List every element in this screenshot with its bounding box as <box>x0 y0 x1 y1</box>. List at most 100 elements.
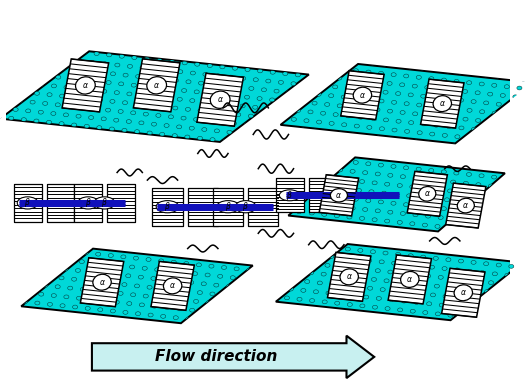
Circle shape <box>279 277 285 281</box>
Circle shape <box>460 154 465 157</box>
Circle shape <box>267 142 272 146</box>
Circle shape <box>389 298 394 302</box>
Circle shape <box>109 127 114 131</box>
Circle shape <box>360 304 365 308</box>
Circle shape <box>307 82 313 86</box>
Circle shape <box>409 148 414 152</box>
Circle shape <box>295 109 301 113</box>
Circle shape <box>399 55 404 59</box>
Circle shape <box>245 68 250 72</box>
Circle shape <box>356 313 361 317</box>
Circle shape <box>376 296 382 300</box>
Circle shape <box>304 56 309 59</box>
Polygon shape <box>213 188 243 226</box>
Polygon shape <box>1 51 309 142</box>
Circle shape <box>396 119 401 123</box>
Circle shape <box>450 217 456 221</box>
Circle shape <box>496 263 501 267</box>
Circle shape <box>443 161 448 165</box>
Circle shape <box>460 154 464 157</box>
Circle shape <box>447 286 452 290</box>
Circle shape <box>426 141 431 145</box>
Polygon shape <box>62 59 109 112</box>
Circle shape <box>447 152 452 156</box>
Polygon shape <box>407 171 447 216</box>
Circle shape <box>92 134 98 138</box>
Circle shape <box>489 184 493 188</box>
Circle shape <box>97 126 102 129</box>
Circle shape <box>50 139 55 143</box>
Circle shape <box>82 50 86 54</box>
Circle shape <box>400 111 405 115</box>
Circle shape <box>288 287 293 291</box>
Circle shape <box>514 283 519 287</box>
Circle shape <box>448 313 453 317</box>
Circle shape <box>517 86 522 90</box>
Polygon shape <box>74 184 102 222</box>
Circle shape <box>446 258 451 262</box>
Polygon shape <box>341 71 384 119</box>
Circle shape <box>385 182 390 186</box>
Circle shape <box>218 148 223 152</box>
Circle shape <box>463 278 469 282</box>
Circle shape <box>180 144 186 147</box>
Circle shape <box>246 268 252 272</box>
Circle shape <box>375 172 381 176</box>
Circle shape <box>144 57 149 61</box>
Circle shape <box>238 258 243 262</box>
Circle shape <box>130 293 136 297</box>
Circle shape <box>137 247 143 251</box>
Circle shape <box>1 106 6 110</box>
Circle shape <box>462 62 467 65</box>
Circle shape <box>382 154 386 158</box>
Circle shape <box>441 207 446 211</box>
Circle shape <box>75 142 81 146</box>
Circle shape <box>363 171 368 175</box>
Circle shape <box>385 146 390 149</box>
Circle shape <box>349 238 354 242</box>
Circle shape <box>444 161 449 165</box>
Circle shape <box>454 107 460 111</box>
Circle shape <box>101 117 106 121</box>
Ellipse shape <box>210 91 230 108</box>
Circle shape <box>284 208 289 212</box>
Circle shape <box>209 264 214 268</box>
Circle shape <box>485 193 490 197</box>
Circle shape <box>454 171 459 175</box>
Circle shape <box>364 295 369 299</box>
Circle shape <box>463 117 468 121</box>
Circle shape <box>172 288 177 292</box>
Circle shape <box>268 216 273 220</box>
Circle shape <box>0 325 3 329</box>
Circle shape <box>47 120 51 124</box>
Circle shape <box>334 177 339 181</box>
Text: $\alpha$: $\alpha$ <box>460 288 467 297</box>
Circle shape <box>341 196 346 200</box>
Circle shape <box>244 123 249 127</box>
Circle shape <box>278 226 283 230</box>
Circle shape <box>400 83 405 87</box>
Circle shape <box>463 182 469 185</box>
Circle shape <box>161 314 166 318</box>
Circle shape <box>39 83 44 87</box>
Text: Flow direction: Flow direction <box>155 349 277 364</box>
Circle shape <box>422 150 427 154</box>
Circle shape <box>401 138 405 142</box>
Circle shape <box>353 197 358 201</box>
Circle shape <box>322 176 327 180</box>
Circle shape <box>244 95 250 99</box>
Circle shape <box>331 149 336 153</box>
Circle shape <box>317 281 322 285</box>
Circle shape <box>352 322 357 326</box>
Circle shape <box>64 113 68 117</box>
Circle shape <box>55 285 60 289</box>
Circle shape <box>425 246 430 250</box>
Circle shape <box>417 103 422 107</box>
Circle shape <box>344 150 349 154</box>
Circle shape <box>458 70 463 74</box>
Ellipse shape <box>78 197 99 209</box>
Circle shape <box>258 133 263 136</box>
Ellipse shape <box>433 96 452 111</box>
Circle shape <box>329 58 334 62</box>
Circle shape <box>102 62 108 65</box>
